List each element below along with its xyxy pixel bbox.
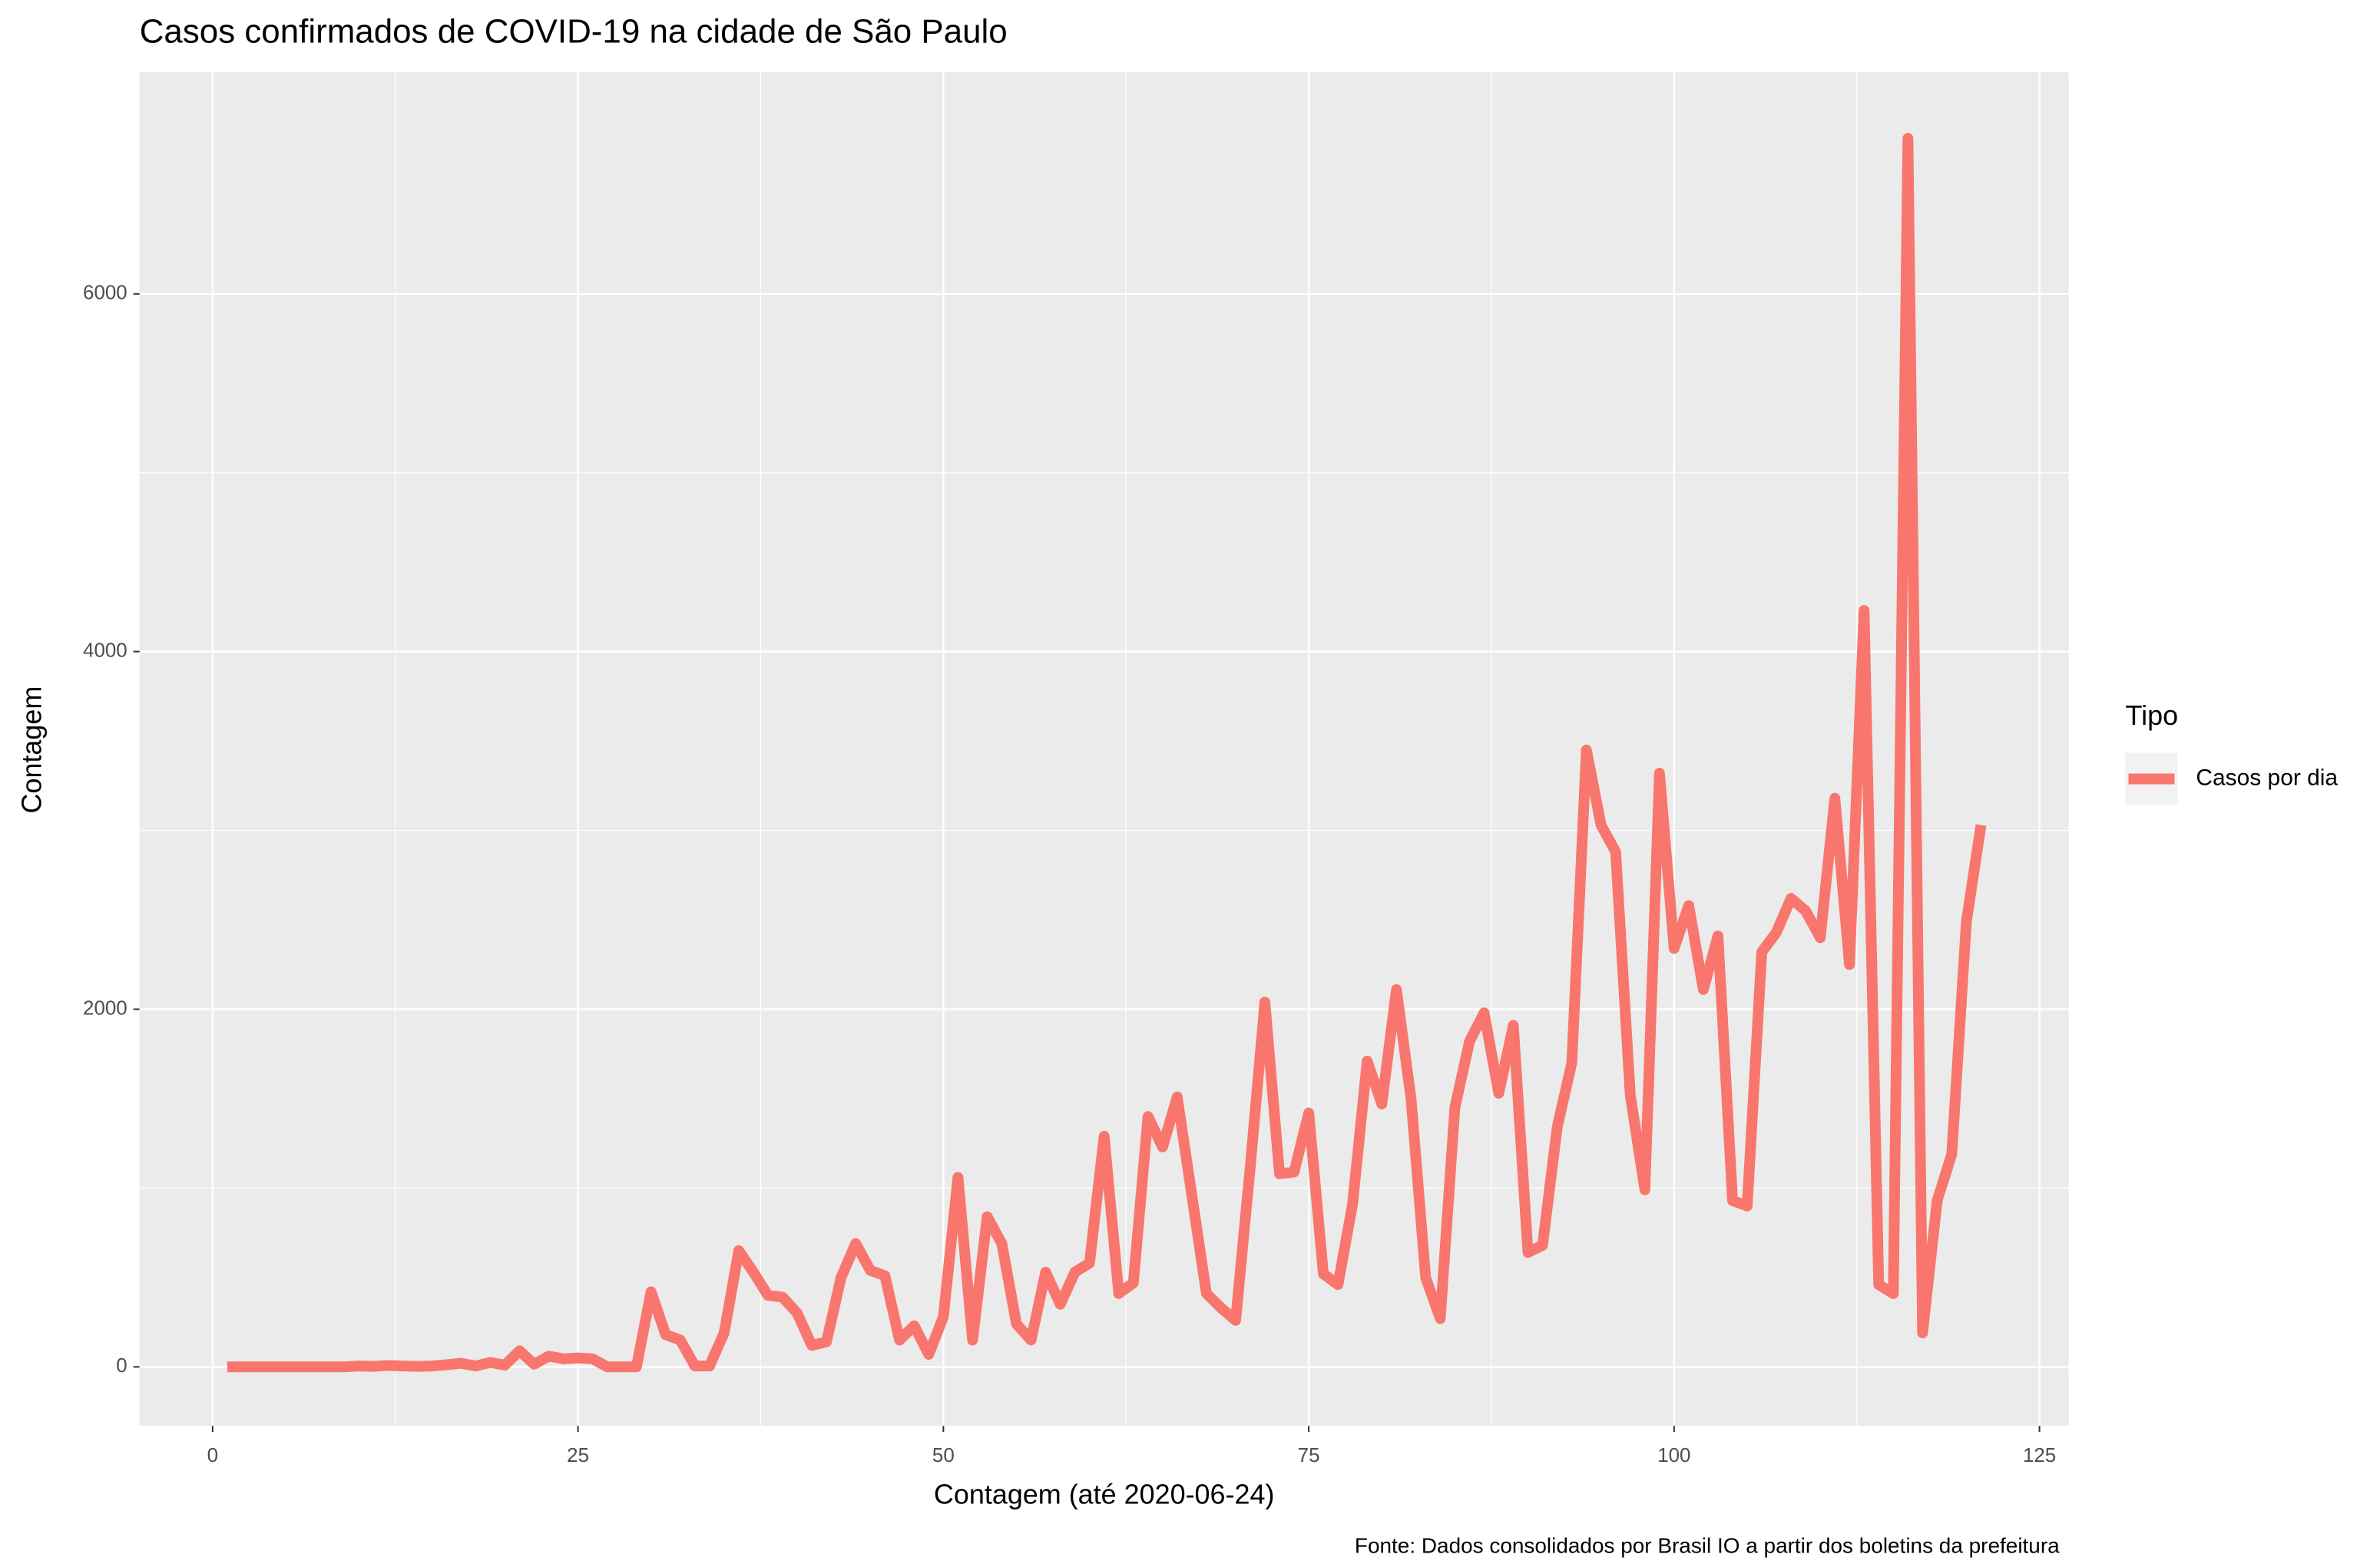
series-line (227, 133, 1987, 1373)
caption: Fonte: Dados consolidados por Brasil IO … (1355, 1533, 2060, 1557)
marks (227, 133, 1987, 1373)
x-tick-label: 25 (567, 1445, 589, 1466)
y-axis-label: Contagem (15, 686, 47, 814)
y-tick-label: 6000 (83, 283, 127, 304)
legend-title: Tipo (2126, 699, 2179, 731)
x-tick-label: 50 (932, 1445, 955, 1466)
chart-title: Casos confirmados de COVID-19 na cidade … (140, 13, 1008, 51)
grid (139, 71, 2069, 1427)
y-tick-label: 4000 (83, 640, 127, 661)
x-tick-label: 0 (207, 1445, 218, 1466)
legend-label: Casos por dia (2196, 765, 2338, 790)
x-tick-label: 125 (2023, 1445, 2056, 1466)
x-tick-label: 75 (1298, 1445, 1320, 1466)
plot-panel (139, 71, 2069, 1427)
x-axis-label: Contagem (até 2020-06-24) (934, 1478, 1275, 1509)
y-tick-label: 2000 (83, 997, 127, 1019)
y-tick-label: 0 (116, 1355, 127, 1377)
x-tick-label: 100 (1657, 1445, 1690, 1466)
